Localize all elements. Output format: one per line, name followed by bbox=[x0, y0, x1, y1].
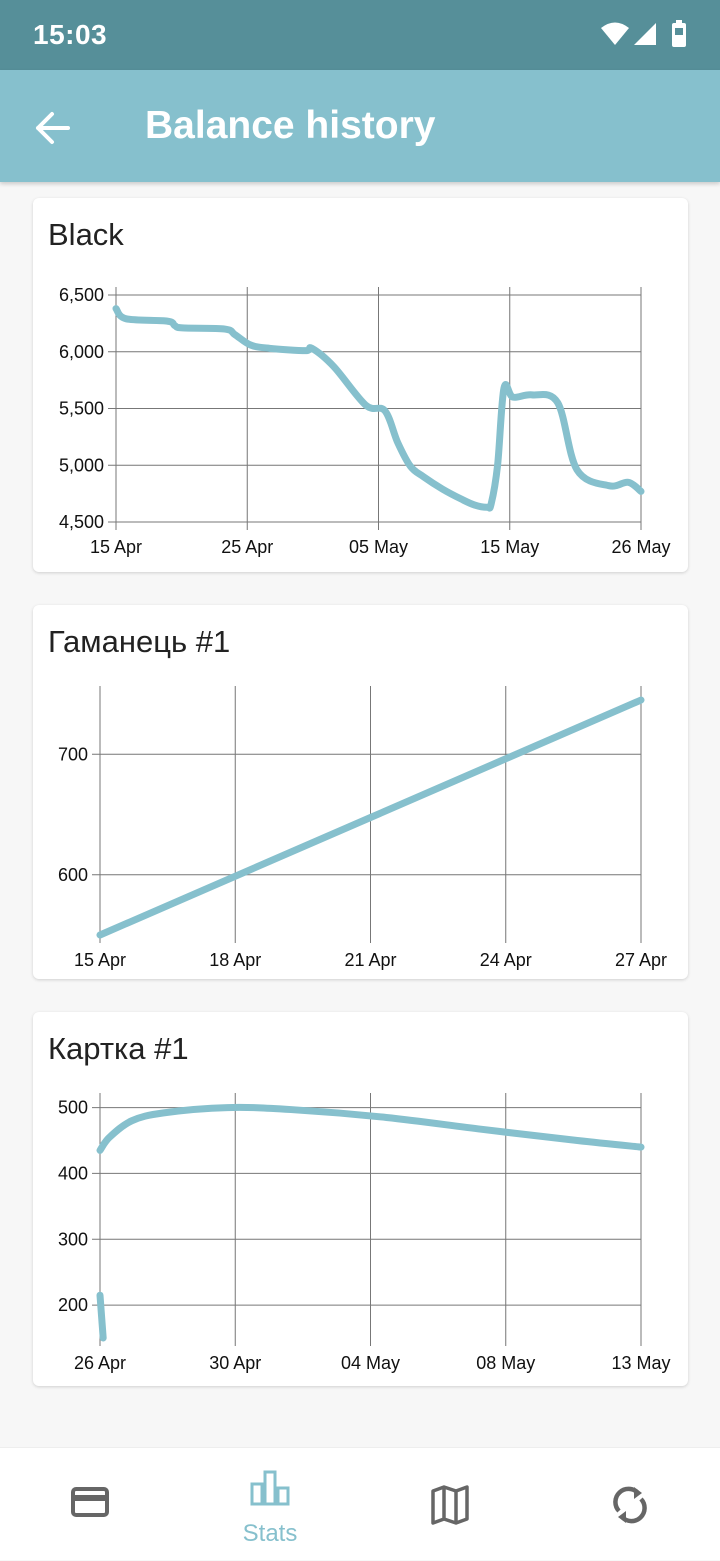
y-tick-label: 500 bbox=[58, 1098, 88, 1118]
x-tick-label: 24 Apr bbox=[480, 950, 532, 970]
x-tick-label: 25 Apr bbox=[221, 537, 273, 557]
x-tick-label: 18 Apr bbox=[209, 950, 261, 970]
chart-title: Black bbox=[48, 217, 124, 252]
x-tick-label: 30 Apr bbox=[209, 1353, 261, 1373]
y-tick-label: 200 bbox=[58, 1295, 88, 1315]
page-title: Balance history bbox=[145, 104, 436, 147]
y-tick-label: 300 bbox=[58, 1229, 88, 1249]
x-tick-label: 15 May bbox=[480, 537, 539, 557]
x-tick-label: 27 Apr bbox=[615, 950, 667, 970]
x-tick-label: 04 May bbox=[341, 1353, 400, 1373]
y-tick-label: 400 bbox=[58, 1163, 88, 1183]
y-tick-label: 6,000 bbox=[59, 342, 104, 362]
x-tick-label: 15 Apr bbox=[90, 537, 142, 557]
map-icon bbox=[431, 1485, 469, 1525]
x-tick-label: 13 May bbox=[611, 1353, 670, 1373]
status-time: 15:03 bbox=[33, 19, 108, 50]
x-tick-label: 26 Apr bbox=[74, 1353, 126, 1373]
chart-card-card1: Картка #1 26 Apr 30 Apr 04 May 08 May 13 May… bbox=[33, 1012, 688, 1386]
wifi-icon bbox=[601, 22, 629, 45]
bottom-nav: Stats bbox=[0, 1447, 720, 1560]
y-tick-label: 4,500 bbox=[59, 512, 104, 532]
nav-label-stats: Stats bbox=[242, 1520, 298, 1547]
x-tick-label: 26 May bbox=[611, 537, 670, 557]
status-bar: 15:03 bbox=[0, 0, 720, 70]
app-bar: Balance history bbox=[0, 70, 720, 182]
sync-icon bbox=[613, 1486, 647, 1524]
stats-icon bbox=[250, 1470, 290, 1506]
line-chart-wallet: 15 Apr 18 Apr 21 Apr 24 Apr 27 Apr 700 600 bbox=[58, 686, 667, 970]
series-line bbox=[96, 1291, 107, 1342]
line-chart-black: 15 Apr 25 Apr 05 May 15 May 26 May 6,500 6,000… bbox=[59, 285, 671, 557]
x-tick-label: 21 Apr bbox=[344, 950, 396, 970]
nav-item-map[interactable] bbox=[360, 1448, 540, 1561]
card-icon bbox=[71, 1487, 109, 1517]
nav-item-sync[interactable] bbox=[540, 1448, 720, 1561]
x-tick-label: 05 May bbox=[349, 537, 408, 557]
x-tick-label: 15 Apr bbox=[74, 950, 126, 970]
y-tick-label: 5,500 bbox=[59, 399, 104, 419]
back-arrow-icon[interactable] bbox=[30, 104, 78, 152]
y-tick-label: 6,500 bbox=[59, 285, 104, 305]
x-tick-label: 08 May bbox=[476, 1353, 535, 1373]
y-tick-label: 5,000 bbox=[59, 455, 104, 475]
series-line bbox=[96, 696, 645, 939]
chart-card-wallet: Гаманець #1 15 Apr 18 Apr 21 Apr 24 Apr 27 A… bbox=[33, 605, 688, 979]
status-icons bbox=[601, 20, 686, 47]
nav-item-cards[interactable] bbox=[0, 1448, 180, 1561]
series-line bbox=[112, 305, 645, 512]
y-tick-label: 700 bbox=[58, 744, 88, 764]
nav-item-stats[interactable]: Stats bbox=[180, 1448, 360, 1561]
line-chart-card1: 26 Apr 30 Apr 04 May 08 May 13 May 500 400 300 2… bbox=[58, 1093, 671, 1373]
y-tick-label: 600 bbox=[58, 865, 88, 885]
chart-title: Картка #1 bbox=[48, 1031, 189, 1066]
signal-icon bbox=[634, 23, 656, 45]
series-line bbox=[96, 1103, 645, 1154]
chart-card-black: Black 15 Apr 25 Apr 05 May 15 May 26 May 6,50… bbox=[33, 198, 688, 572]
chart-title: Гаманець #1 bbox=[48, 624, 231, 659]
